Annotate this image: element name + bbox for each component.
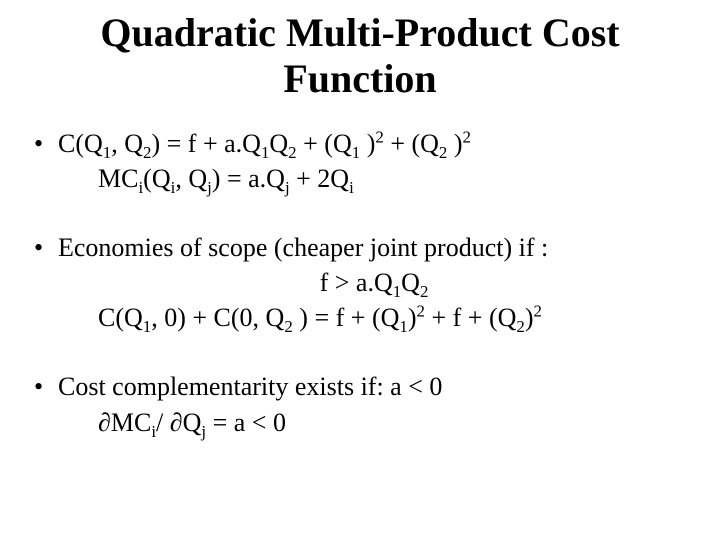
bullet-cost-function: C(Q1, Q2) = f + a.Q1Q2 + (Q1 )2 + (Q2 )2… — [30, 126, 690, 196]
bullet-list: C(Q1, Q2) = f + a.Q1Q2 + (Q1 )2 + (Q2 )2… — [30, 126, 690, 440]
bullet-economies-scope: Economies of scope (cheaper joint produc… — [30, 230, 690, 335]
eq-line-2: MCi(Qi, Qj) = a.Qj + 2Qi — [58, 161, 690, 196]
scope-expansion: C(Q1, 0) + C(0, Q2 ) = f + (Q1)2 + f + (… — [58, 300, 690, 335]
scope-text: Economies of scope (cheaper joint produc… — [58, 233, 548, 262]
compl-text: Cost complementarity exists if: a < 0 — [58, 372, 442, 401]
page-title: Quadratic Multi-Product Cost Function — [30, 10, 690, 102]
eq-line-1: C(Q1, Q2) = f + a.Q1Q2 + (Q1 )2 + (Q2 )2 — [58, 129, 471, 158]
compl-derivative: ∂MCi/ ∂Qj = a < 0 — [58, 405, 690, 440]
scope-condition: f > a.Q1Q2 — [58, 265, 690, 300]
bullet-complementarity: Cost complementarity exists if: a < 0 ∂M… — [30, 369, 690, 439]
